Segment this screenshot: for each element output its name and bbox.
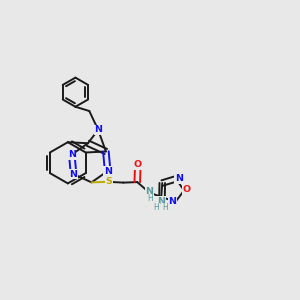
Text: H: H xyxy=(163,203,168,212)
Text: N: N xyxy=(169,197,176,206)
Text: N: N xyxy=(146,187,153,196)
Text: H: H xyxy=(154,203,159,212)
Text: N: N xyxy=(70,169,78,178)
Text: N: N xyxy=(157,197,165,206)
Text: N: N xyxy=(175,174,183,183)
Text: O: O xyxy=(183,185,191,194)
Text: N: N xyxy=(68,150,76,159)
Text: H: H xyxy=(148,194,153,203)
Text: O: O xyxy=(134,160,142,169)
Text: S: S xyxy=(105,177,112,186)
Text: N: N xyxy=(104,167,112,176)
Text: N: N xyxy=(94,125,102,134)
